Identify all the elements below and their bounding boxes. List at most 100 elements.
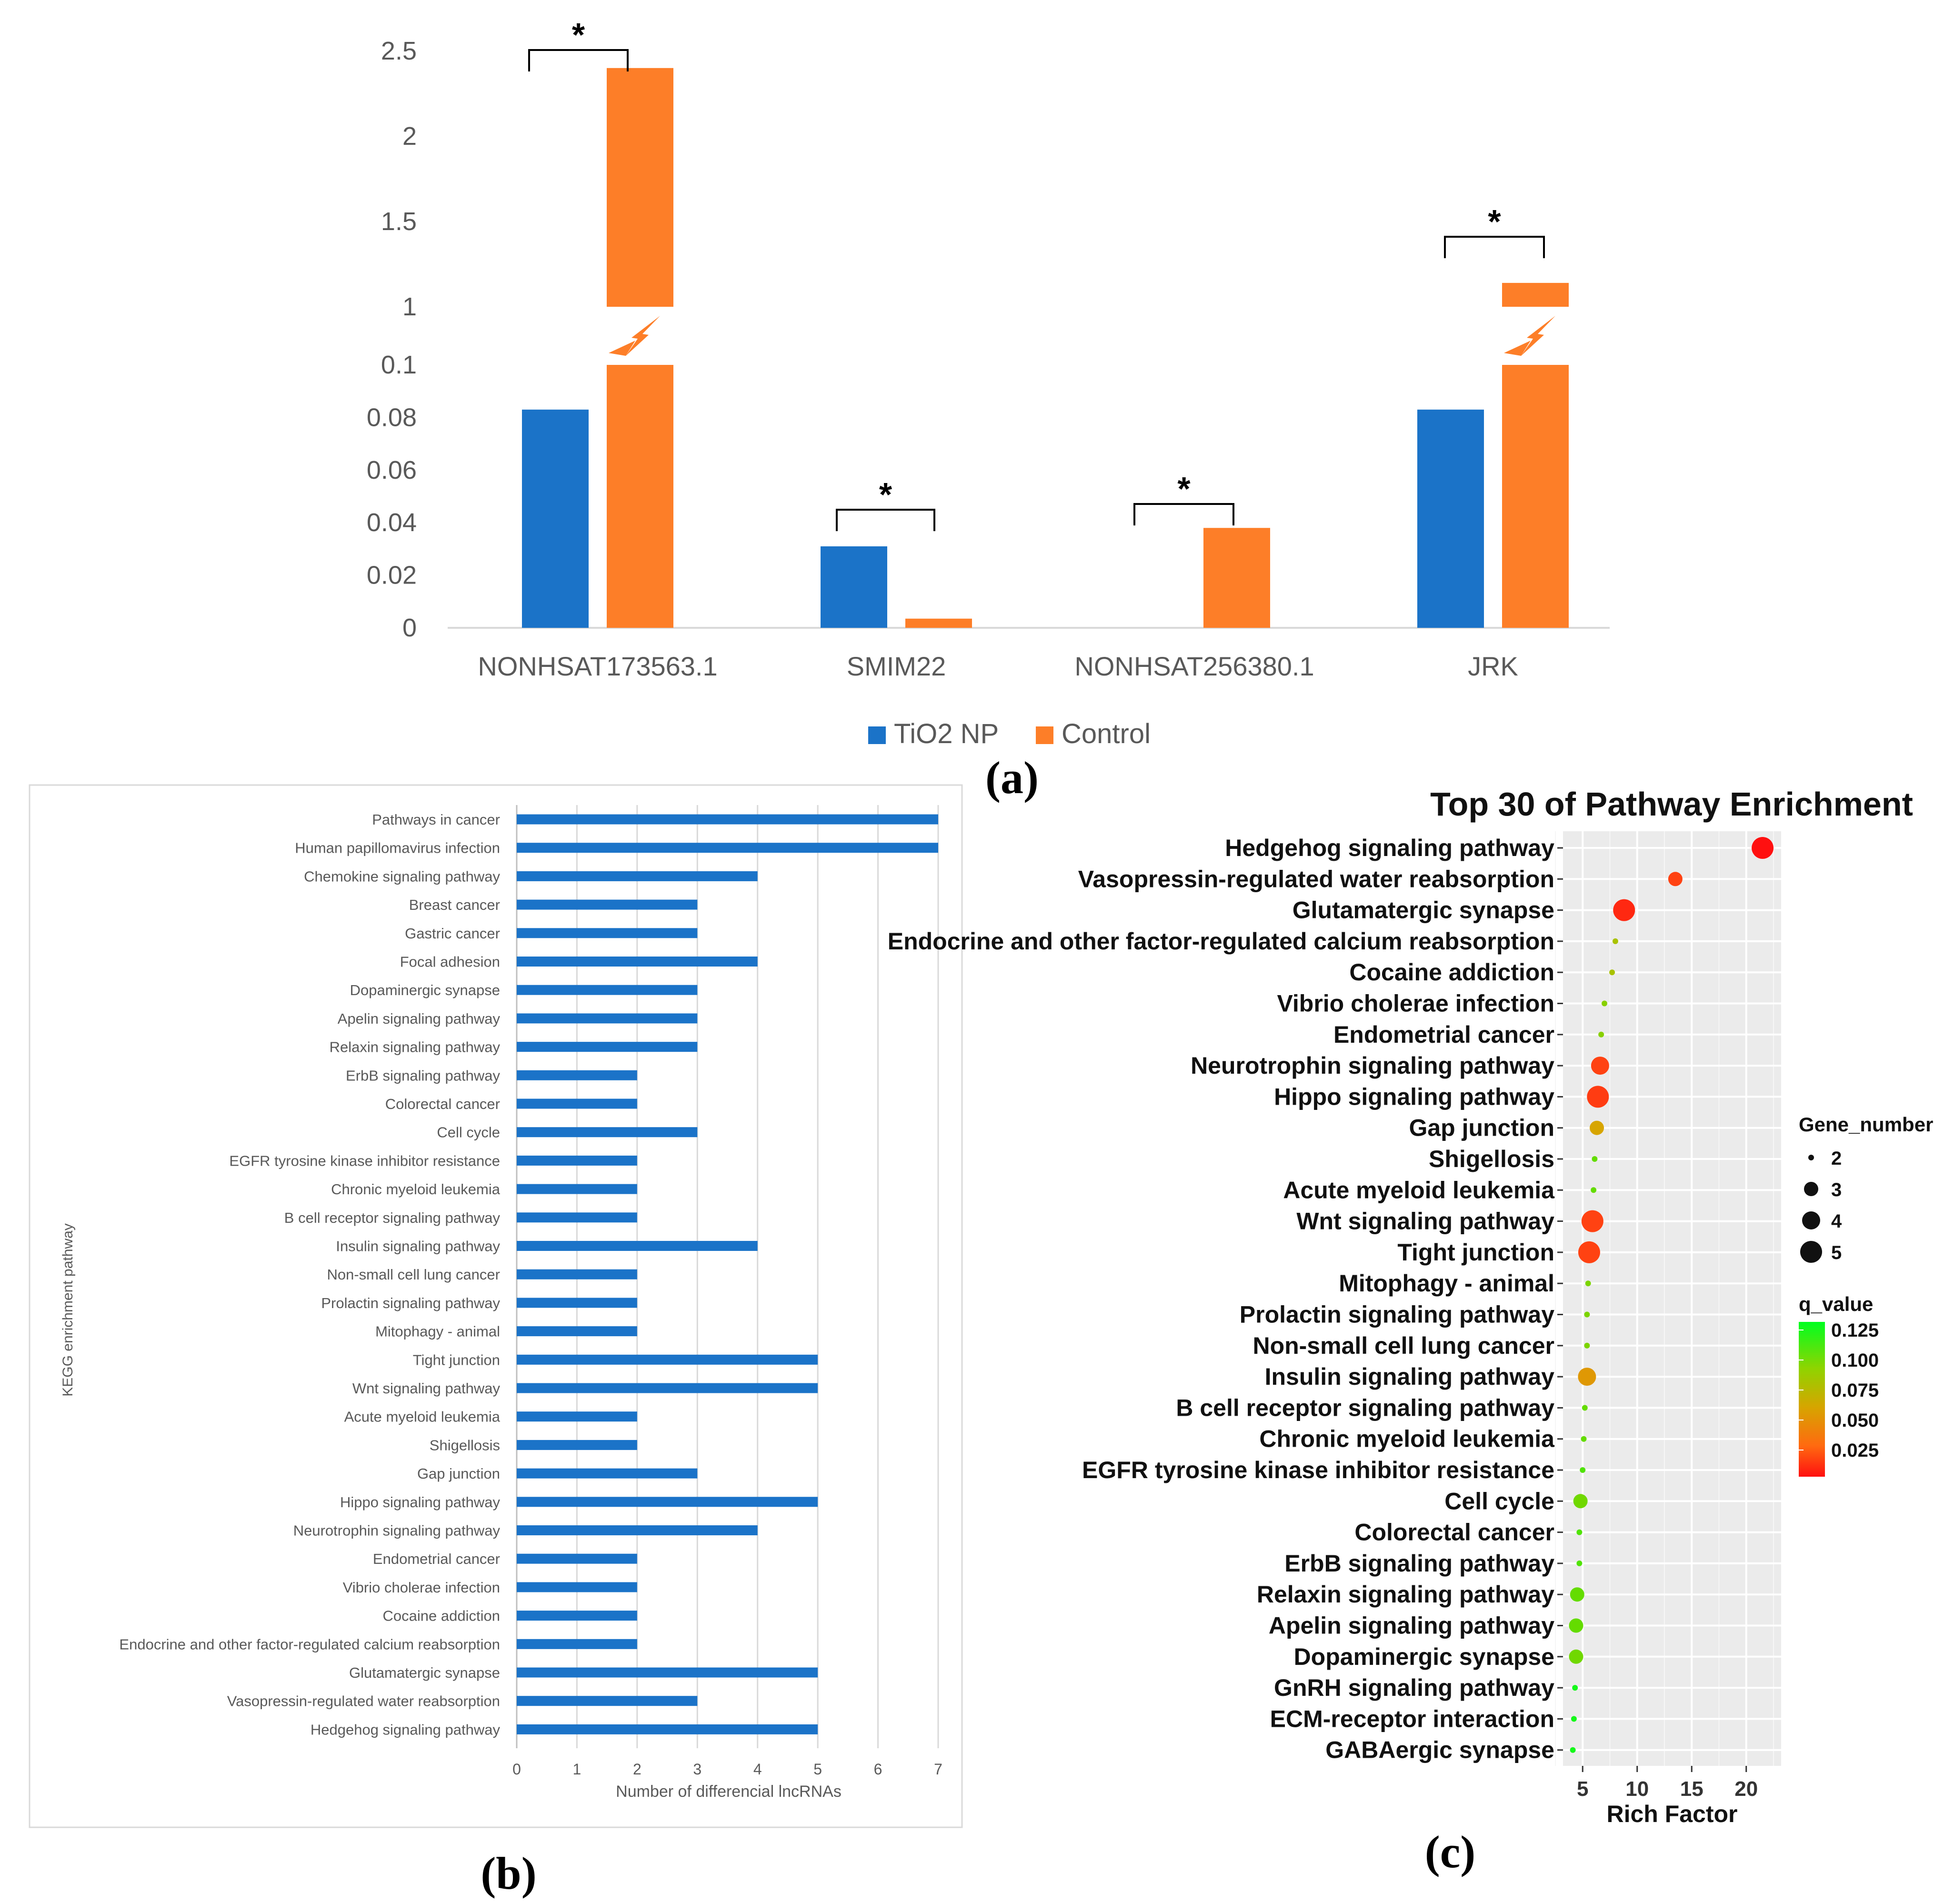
legend: TiO2 NP Control: [868, 718, 1151, 749]
bar: [517, 957, 758, 967]
y-category-label: Vibrio cholerae infection: [343, 1579, 500, 1596]
significance-bracket: [1444, 236, 1545, 258]
scatter-point: [1569, 1618, 1583, 1633]
y-tick-label: 0.02: [367, 561, 417, 590]
significance-star: *: [1177, 470, 1191, 507]
panel-label-b: (b): [481, 1848, 536, 1899]
significance-star: *: [572, 16, 585, 53]
bar: [517, 1468, 698, 1479]
y-category-label: Prolactin signaling pathway: [1240, 1301, 1554, 1328]
y-tick-label: 0: [402, 614, 417, 642]
color-legend-label: 0.100: [1831, 1350, 1879, 1371]
scatter-point: [1570, 1747, 1576, 1753]
x-category-label: SMIM22: [847, 651, 946, 681]
y-tick-label: 1.5: [381, 207, 417, 236]
size-legend-dot: [1802, 1211, 1820, 1229]
y-category-label: Tight junction: [413, 1351, 500, 1368]
y-category-label: ErbB signaling pathway: [346, 1067, 500, 1084]
legend-label-control: Control: [1062, 718, 1151, 749]
bar: [517, 1667, 818, 1678]
scatter-point: [1585, 1280, 1591, 1287]
bar: [517, 1639, 637, 1649]
legend-label-tio2-np: TiO2 NP: [894, 718, 999, 749]
scatter-point: [1576, 1529, 1583, 1535]
scatter-point: [1602, 1000, 1608, 1007]
chart-title: Top 30 of Pathway Enrichment: [1430, 786, 1913, 823]
x-tick-label: 10: [1625, 1777, 1649, 1801]
scatter-point: [1578, 1368, 1596, 1386]
y-category-label: Relaxin signaling pathway: [1257, 1581, 1554, 1608]
y-category-label: Shigellosis: [1429, 1146, 1554, 1172]
size-legend-label: 3: [1831, 1179, 1842, 1200]
x-tick-label: 0: [512, 1761, 521, 1778]
bar: [517, 1724, 818, 1734]
y-category-label: Relaxin signaling pathway: [330, 1039, 501, 1056]
y-category-label: ECM-receptor interaction: [1270, 1705, 1554, 1732]
scatter-point: [1591, 1057, 1609, 1075]
y-category-label: Insulin signaling pathway: [1265, 1363, 1555, 1390]
x-tick-label: 6: [874, 1761, 882, 1778]
y-category-label: Non-small cell lung cancer: [327, 1266, 500, 1283]
y-category-label: Dopaminergic synapse: [1294, 1643, 1554, 1670]
chart-frame: [29, 784, 963, 1828]
y-category-label: Vasopressin-regulated water reabsorption: [1078, 866, 1554, 892]
y-category-label: Chemokine signaling pathway: [304, 868, 500, 885]
y-category-label: EGFR tyrosine kinase inhibitor resistanc…: [1082, 1457, 1554, 1483]
x-tick-label: 15: [1680, 1777, 1704, 1801]
bar: [517, 1184, 637, 1194]
color-legend-label: 0.050: [1831, 1410, 1879, 1431]
y-category-label: Hippo signaling pathway: [1274, 1083, 1554, 1110]
y-category-label: Shigellosis: [430, 1437, 500, 1453]
significance-star: *: [1488, 203, 1501, 240]
y-tick-label: 1: [402, 292, 417, 321]
color-legend-title: q_value: [1799, 1293, 1873, 1315]
x-category-label: NONHSAT256380.1: [1074, 651, 1314, 681]
bar: [517, 843, 938, 853]
y-category-label: ErbB signaling pathway: [1284, 1550, 1554, 1577]
bar: [517, 814, 938, 825]
y-category-label: Cocaine addiction: [383, 1608, 500, 1624]
color-legend-label: 0.025: [1831, 1440, 1879, 1461]
scatter-point: [1582, 1405, 1588, 1411]
x-tick-label: 5: [813, 1761, 822, 1778]
size-legend-label: 4: [1831, 1211, 1842, 1232]
bar-tio2-np: [821, 546, 887, 628]
x-tick-label: 4: [753, 1761, 762, 1778]
scatter-point: [1572, 1685, 1578, 1691]
y-axis-title: KEGG enrichment pathway: [60, 1223, 76, 1397]
y-category-label: Chronic myeloid leukemia: [1259, 1426, 1555, 1452]
bar: [517, 1497, 818, 1507]
bar-series: [522, 68, 1569, 628]
scatter-point: [1752, 837, 1774, 859]
y-category-label: Mitophagy - animal: [375, 1323, 500, 1340]
y-category-label: Focal adhesion: [400, 954, 500, 970]
bar: [517, 1098, 637, 1109]
size-legend-label: 2: [1831, 1148, 1842, 1169]
scatter-point: [1576, 1560, 1583, 1566]
scatter-point: [1578, 1241, 1600, 1263]
y-category-label: Glutamatergic synapse: [349, 1664, 500, 1681]
bar-control: [1203, 528, 1270, 628]
scatter-point: [1591, 1187, 1597, 1193]
axis-break-markers: [609, 316, 1555, 356]
y-category-label: Gap junction: [417, 1465, 500, 1482]
bar: [517, 1127, 698, 1138]
bar-control-upper: [1502, 282, 1569, 307]
bar: [517, 1383, 818, 1393]
y-category-label: Dopaminergic synapse: [350, 982, 500, 998]
y-category-label: Wnt signaling pathway: [1296, 1208, 1554, 1235]
significance-bracket: [1133, 503, 1234, 525]
bar-tio2-np: [522, 409, 589, 628]
bar: [517, 1611, 637, 1621]
y-category-label: Gap junction: [1409, 1115, 1554, 1141]
size-legend-dot: [1808, 1155, 1814, 1160]
y-category-label: Acute myeloid leukemia: [344, 1409, 501, 1425]
y-category-label: Human papillomavirus infection: [295, 840, 500, 856]
y-category-label: Cell cycle: [1444, 1488, 1554, 1514]
panel-label-a: (a): [985, 752, 1039, 803]
axis-break-symbol: [609, 341, 635, 356]
y-category-label: Breast cancer: [409, 897, 500, 913]
scatter-point: [1569, 1649, 1583, 1664]
y-category-label: Non-small cell lung cancer: [1253, 1332, 1554, 1359]
